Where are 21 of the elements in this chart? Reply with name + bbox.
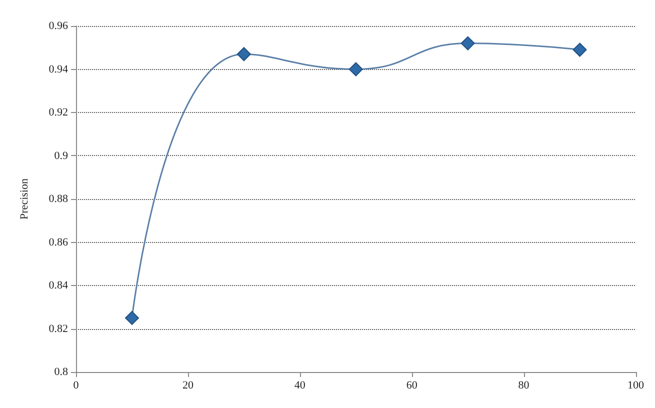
y-axis-title: Precision — [18, 178, 30, 220]
point — [236, 47, 251, 62]
x-tick-label: 0 — [73, 380, 80, 392]
point — [348, 62, 363, 76]
y-tick-label: 0.9 — [54, 150, 68, 162]
y-tick-label: 0.8 — [54, 366, 68, 378]
y-tick-label: 0.94 — [48, 63, 68, 76]
y-tick-label: 0.84 — [48, 280, 68, 292]
y-tick-label: 0.88 — [48, 193, 68, 205]
point — [460, 36, 475, 50]
x-tick-label: 100 — [628, 380, 644, 392]
x-tick-label: 60 — [406, 380, 418, 392]
point — [572, 42, 587, 57]
y-tick-label: 0.82 — [48, 322, 68, 335]
x-tick-label: 40 — [294, 380, 306, 392]
x-tick-label: 20 — [182, 380, 194, 392]
y-tick-label: 0.86 — [48, 236, 68, 248]
y-tick-label: 0.96 — [48, 20, 68, 32]
y-tick-label: 0.92 — [48, 106, 68, 118]
point — [124, 310, 139, 325]
x-tick-label: 80 — [518, 380, 530, 392]
